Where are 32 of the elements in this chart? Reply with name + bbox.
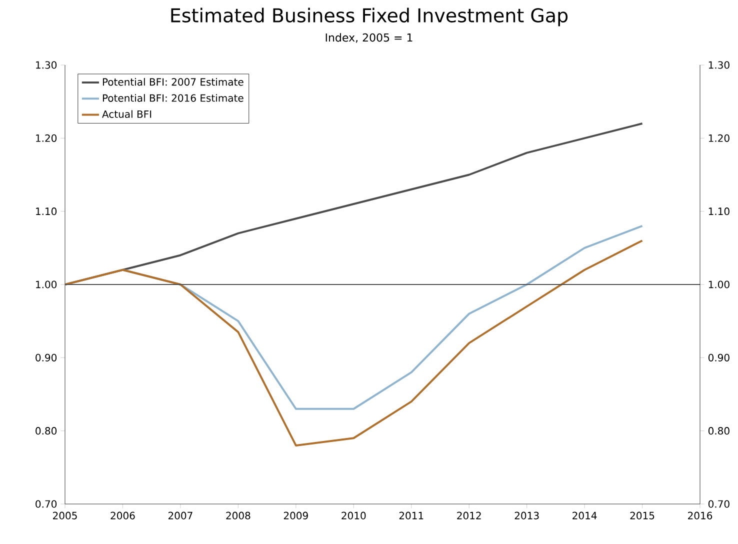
y2-tick-label: 1.10	[708, 208, 730, 216]
x-tick-label: 2016	[688, 512, 712, 520]
x-tick-label: 2008	[226, 512, 250, 520]
x-tick-label: 2006	[110, 512, 135, 520]
y2-tick-label: 1.30	[708, 61, 730, 69]
legend-label: Actual BFI	[102, 110, 152, 118]
y-tick-label: 1.10	[36, 208, 57, 216]
y-tick-label: 0.90	[36, 354, 57, 362]
y-tick-label: 1.20	[36, 134, 57, 142]
y-tick-label: 0.80	[36, 427, 57, 435]
chart-title: Estimated Business Fixed Investment Gap	[171, 8, 568, 26]
x-tick-label: 2014	[572, 512, 597, 520]
y2-tick-label: 0.70	[708, 500, 730, 508]
x-tick-label: 2013	[514, 512, 539, 520]
y2-tick-label: 1.20	[708, 134, 730, 142]
x-tick-label: 2015	[630, 512, 654, 520]
chart-subtitle: Index, 2005 = 1	[326, 33, 412, 43]
x-tick-label: 2010	[342, 512, 366, 520]
legend-label: Potential BFI: 2007 Estimate	[102, 78, 244, 86]
x-tick-label: 2011	[399, 512, 424, 520]
y2-tick-label: 0.80	[708, 427, 730, 435]
x-tick-label: 2012	[457, 512, 481, 520]
line-series	[65, 240, 644, 446]
x-tick-label: 2007	[168, 512, 192, 520]
y-tick-label: 0.70	[36, 500, 57, 508]
x-tick-label: 2009	[284, 512, 308, 520]
y-tick-label: 1.30	[36, 61, 57, 69]
y2-tick-label: 0.90	[708, 354, 730, 362]
y-tick-label: 1.00	[36, 280, 57, 288]
y2-tick-label: 1.00	[708, 280, 730, 288]
legend-label: Potential BFI: 2016 Estimate	[102, 94, 244, 102]
x-tick-label: 2005	[53, 512, 77, 520]
